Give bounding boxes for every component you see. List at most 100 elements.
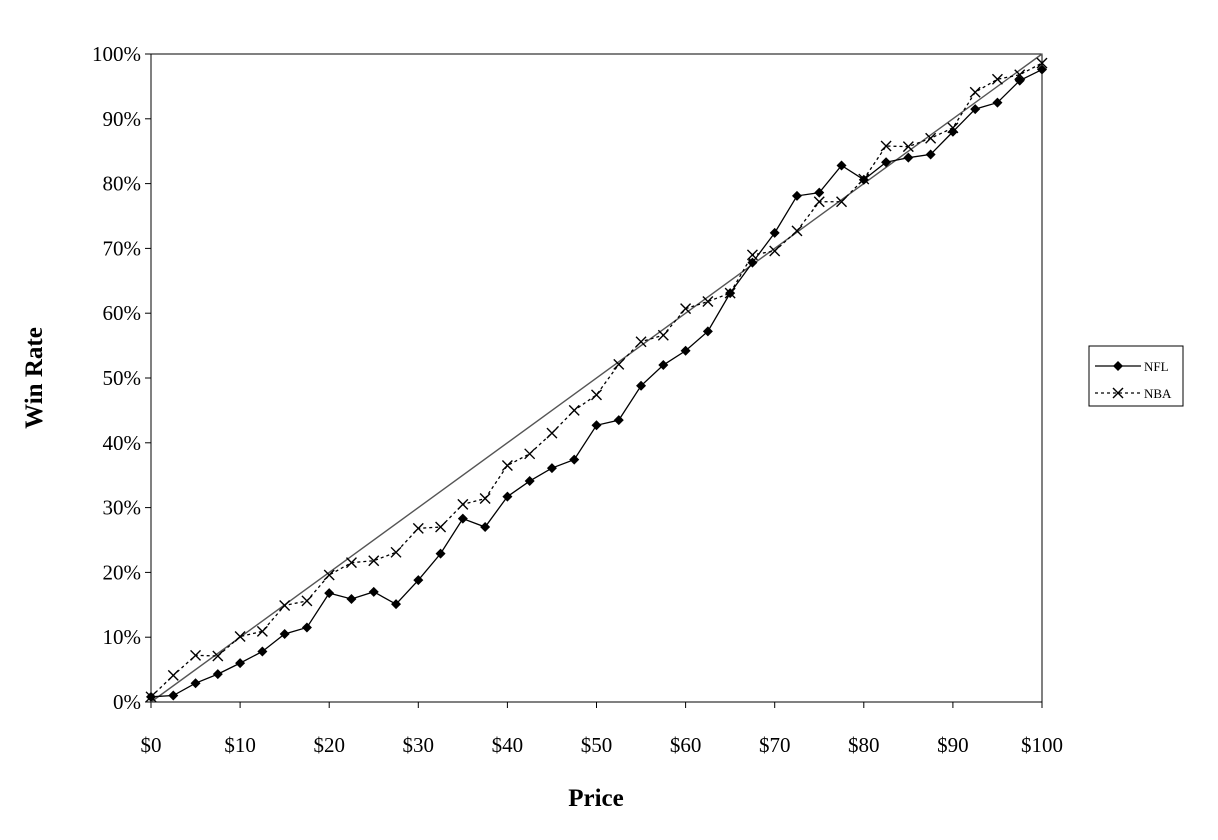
nba-point [1014, 69, 1026, 81]
y-tick-label: 20% [103, 560, 142, 584]
nfl-point [1037, 64, 1047, 75]
nba-point [836, 196, 848, 208]
legend-nba-marker [1112, 387, 1124, 399]
nfl-point [235, 658, 246, 669]
nfl-point [970, 104, 981, 115]
nfl-point [814, 187, 825, 198]
x-tick-label: $50 [581, 733, 613, 757]
nfl-point [881, 157, 892, 168]
nfl-point [769, 227, 780, 238]
nba-point [702, 296, 714, 308]
nfl-point [947, 126, 958, 137]
nba-point [368, 555, 380, 567]
x-marker-stroke [702, 296, 714, 308]
nba-point [902, 141, 914, 153]
nba-point [746, 249, 758, 261]
y-axis: 0% 10% 20% 30% 40% 50% 60% 70% 80% 90% 100% [92, 42, 151, 714]
nfl-point [925, 149, 936, 160]
x-marker-stroke [635, 336, 647, 348]
x-axis-title: Price [568, 785, 624, 812]
x-marker-stroke [435, 521, 447, 533]
nba-point [546, 427, 558, 439]
y-tick-label: 30% [103, 496, 142, 520]
x-marker-stroke [412, 522, 424, 534]
legend-box [1088, 345, 1184, 407]
x-tick-label: $100 [1021, 733, 1063, 757]
nba-point [813, 196, 825, 208]
nfl-point [324, 588, 335, 599]
x-marker-stroke [345, 557, 357, 569]
x-tick-label: $90 [937, 733, 969, 757]
nba-point [880, 140, 892, 152]
nfl-point [791, 190, 802, 201]
nba-point [947, 122, 959, 134]
nba-point [680, 303, 692, 315]
nfl-point [702, 326, 713, 337]
x-marker-stroke [568, 404, 580, 416]
nba-point [190, 649, 202, 661]
x-marker-stroke [1036, 57, 1048, 69]
x-marker-stroke [256, 625, 268, 637]
x-marker-stroke [524, 448, 536, 460]
x-marker-stroke [657, 329, 669, 341]
x-marker-stroke [836, 196, 848, 208]
series-lines [145, 57, 1048, 703]
nfl-point [591, 420, 602, 431]
x-marker-stroke [791, 225, 803, 237]
nfl-point [658, 360, 669, 371]
nba-point [769, 245, 781, 257]
nfl-point [257, 646, 268, 657]
x-marker-stroke [501, 459, 513, 471]
legend-nfl-marker [1113, 361, 1123, 371]
x-marker-stroke [813, 196, 825, 208]
x-marker-stroke [457, 498, 469, 510]
x-marker-stroke [680, 303, 692, 315]
nba-point [858, 173, 870, 185]
nba-point [301, 595, 313, 607]
nba-point [591, 389, 602, 401]
nfl-point [569, 454, 580, 465]
x-marker-stroke [947, 122, 959, 134]
nba-point [167, 669, 179, 681]
nfl-point [435, 548, 446, 559]
nba-point [345, 557, 357, 569]
y-tick-label: 50% [103, 366, 142, 390]
x-axis: $0 $10 $20 $30 $40 $50 $60 $70 $80 $90 $100 [141, 702, 1063, 757]
x-tick-label: $70 [759, 733, 791, 757]
x-marker-stroke [1112, 387, 1124, 399]
x-marker-stroke [613, 358, 625, 370]
nba-markers [145, 57, 1048, 703]
nba-point [256, 625, 268, 637]
nfl-point [212, 669, 223, 680]
nba-point [435, 521, 447, 533]
nba-point [412, 522, 424, 534]
nba-point [969, 86, 981, 98]
nfl-point [836, 160, 847, 171]
nfl-point [613, 415, 624, 426]
nba-point [657, 329, 669, 341]
x-marker-stroke [546, 427, 558, 439]
reference-line [150, 53, 1043, 703]
nfl-point [480, 522, 491, 533]
nba-point [323, 569, 335, 581]
legend-nba-label: NBA [1144, 386, 1172, 401]
nfl-point [413, 575, 424, 586]
x-marker-stroke [212, 650, 224, 662]
x-marker-stroke [234, 631, 246, 643]
nba-point [635, 336, 647, 348]
nfl-point [680, 345, 691, 356]
x-marker-stroke [323, 569, 335, 581]
nfl-point [636, 380, 647, 391]
x-marker-stroke [969, 86, 981, 98]
nfl-point [391, 599, 402, 610]
nba-point [390, 546, 402, 558]
nfl-point [903, 152, 914, 163]
nba-point [234, 631, 246, 643]
x-marker-stroke [1014, 69, 1026, 81]
y-tick-label: 80% [103, 172, 142, 196]
nfl-point [546, 463, 557, 474]
x-tick-label: $40 [492, 733, 524, 757]
y-tick-label: 60% [103, 301, 142, 325]
nba-series-line [150, 62, 1043, 698]
